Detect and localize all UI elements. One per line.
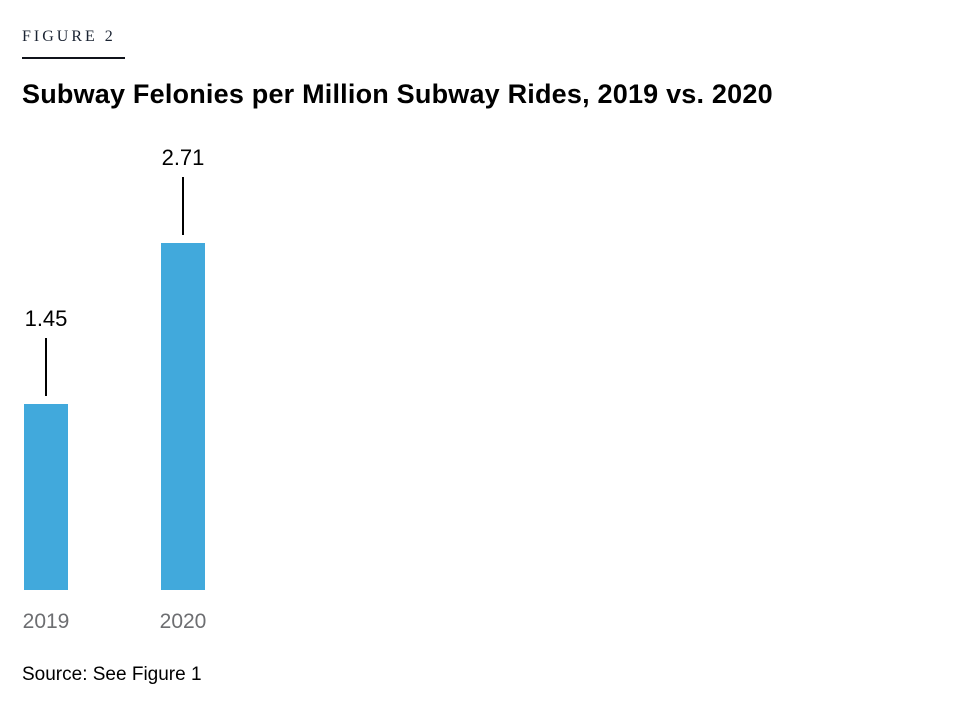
leader-line-2019 (45, 338, 47, 396)
figure-number-label: FIGURE 2 (22, 28, 116, 45)
axis-label-2019: 2019 (22, 610, 70, 633)
value-label-2020: 2.71 (161, 145, 205, 170)
bar-chart: 1.45 2019 2.71 2020 (22, 138, 953, 633)
leader-line-2020 (182, 177, 184, 235)
bar-group-2019: 1.45 2019 (23, 306, 70, 633)
bar-2020 (161, 243, 205, 590)
bar-group-2020: 2.71 2020 (160, 145, 207, 633)
bar-2019 (24, 404, 68, 590)
figure-rule (22, 57, 125, 59)
source-note: Source: See Figure 1 (22, 664, 202, 685)
axis-label-2020: 2020 (159, 610, 207, 633)
value-label-2019: 1.45 (24, 306, 68, 331)
chart-title: Subway Felonies per Million Subway Rides… (22, 79, 773, 109)
